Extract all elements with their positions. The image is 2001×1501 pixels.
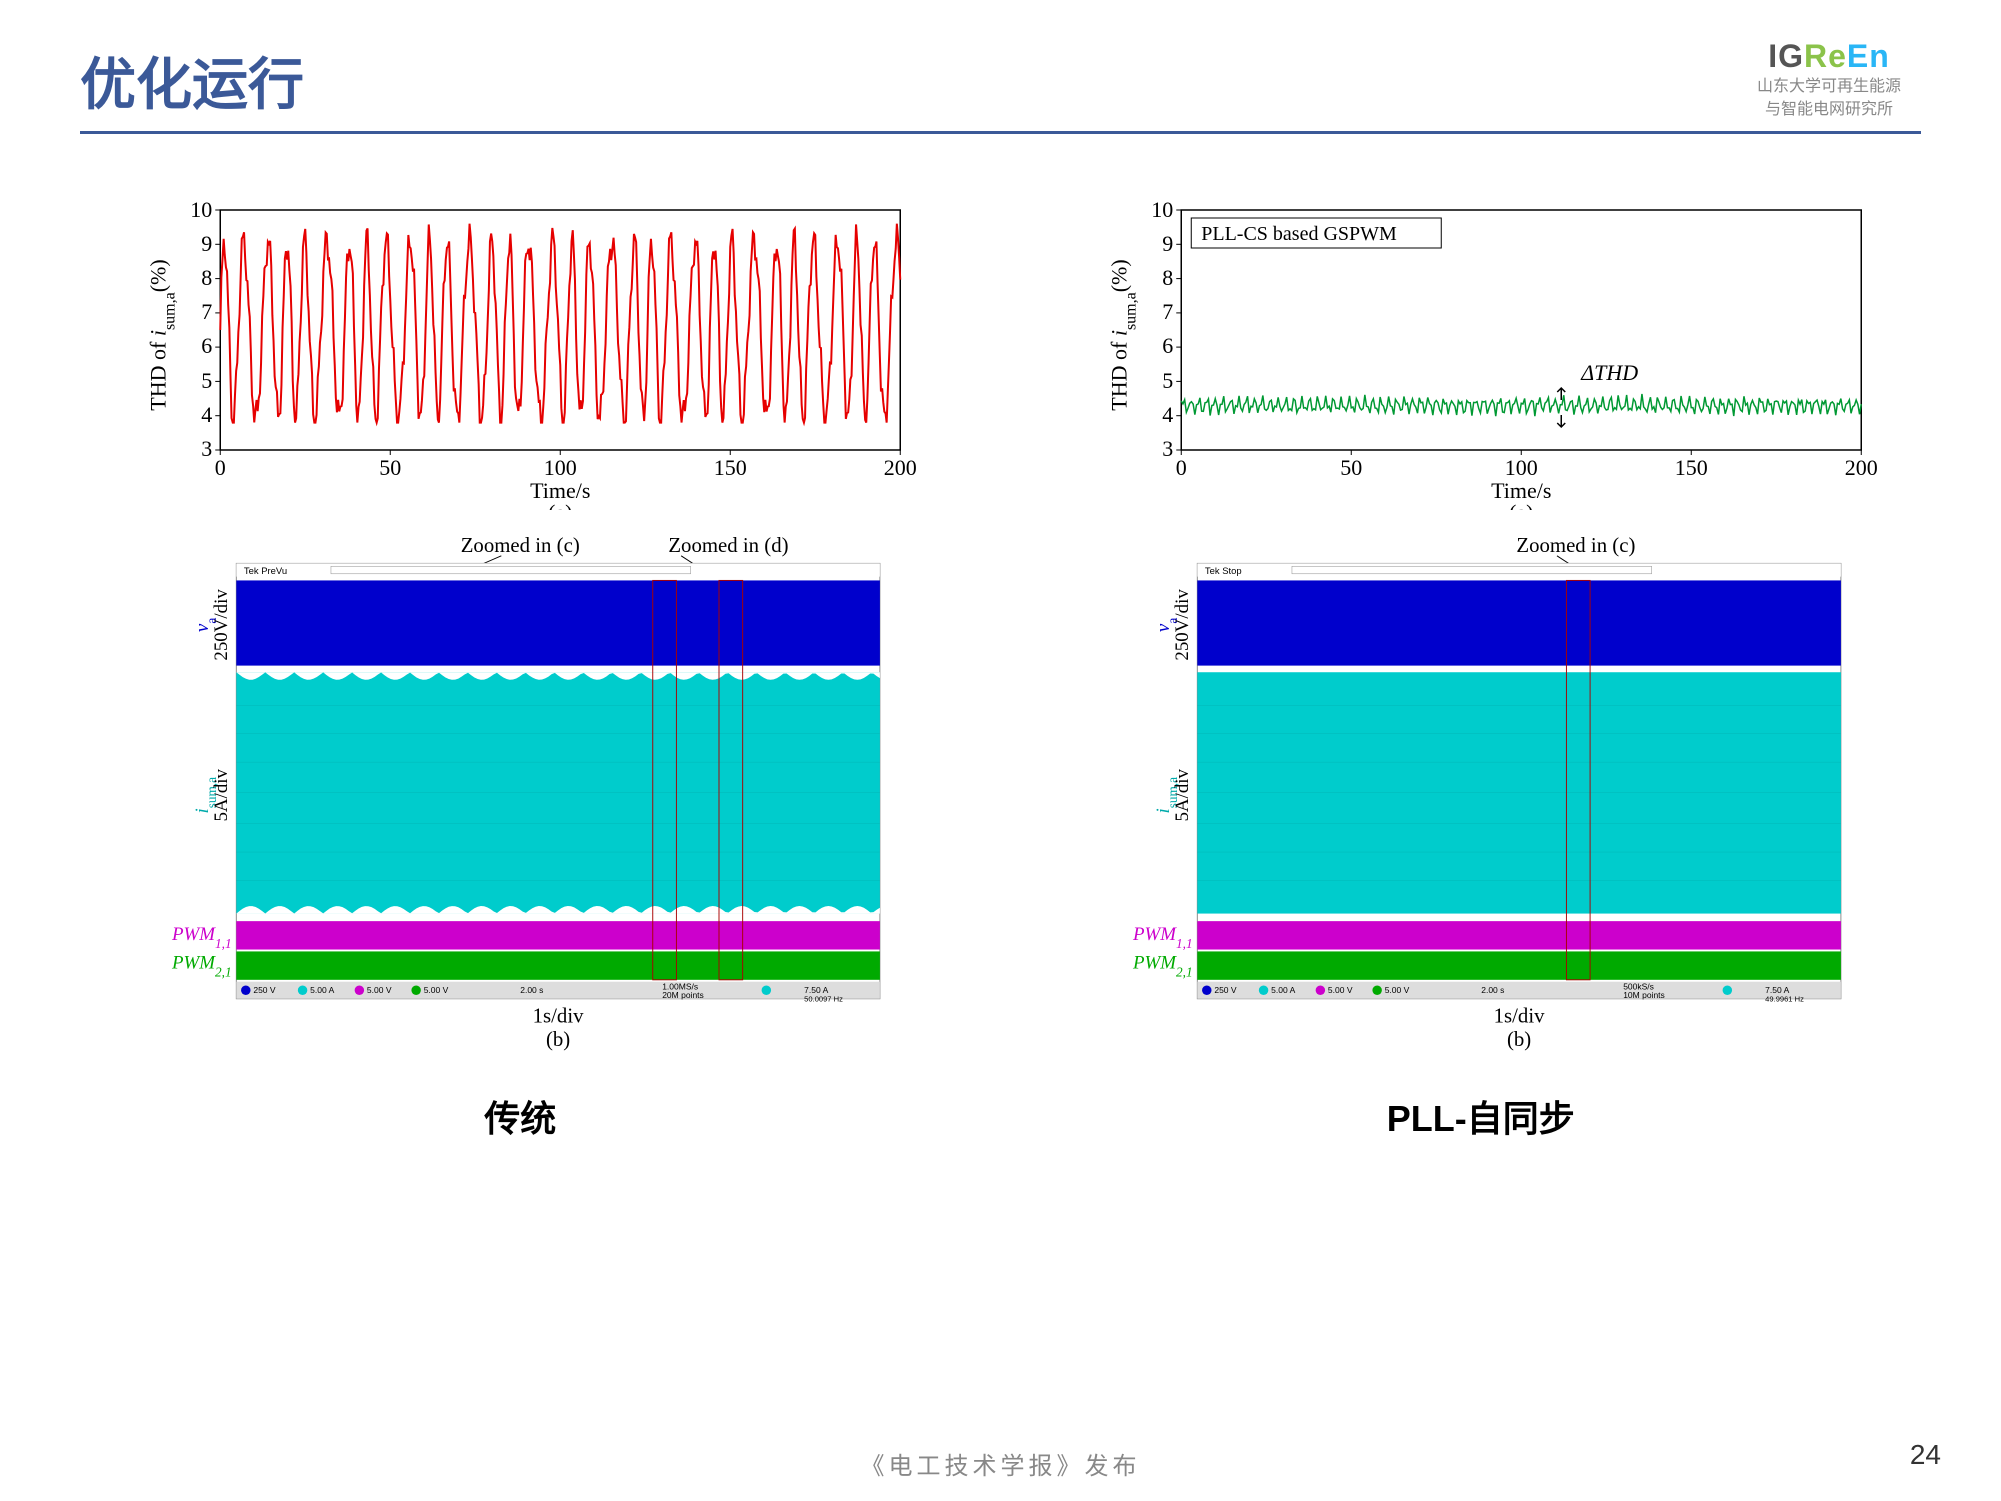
svg-text:10: 10 (190, 200, 212, 222)
footer-text: 《电工技术学报》发布 (0, 1446, 2001, 1481)
right-caption: PLL-自同步 (1387, 1090, 1575, 1142)
svg-text:PWM2,1: PWM2,1 (1131, 952, 1192, 979)
svg-text:THD of isum,a(%): THD of isum,a(%) (145, 259, 178, 410)
svg-text:9: 9 (1162, 231, 1173, 256)
left-thd-chart: 3 4 5 6 7 8 9 10 0 50 100 150 200 (100, 200, 941, 515)
left-caption: 传统 (484, 1090, 556, 1142)
svg-text:7: 7 (201, 299, 212, 324)
svg-text:5.00 A: 5.00 A (1271, 985, 1295, 995)
svg-text:100: 100 (1504, 455, 1537, 480)
svg-text:5.00 V: 5.00 V (1327, 985, 1352, 995)
svg-text:PWM2,1: PWM2,1 (171, 952, 232, 979)
slide-header: 优化运行 (80, 40, 1921, 134)
svg-text:2.00 s: 2.00 s (1481, 985, 1504, 995)
svg-text:5A/div: 5A/div (211, 768, 232, 821)
svg-text:5.00 V: 5.00 V (424, 985, 449, 995)
svg-text:9: 9 (201, 231, 212, 256)
left-chart-svg: 3 4 5 6 7 8 9 10 0 50 100 150 200 (100, 200, 941, 510)
svg-text:10: 10 (1151, 200, 1173, 222)
svg-text:Zoomed in (d): Zoomed in (d) (668, 535, 788, 557)
svg-text:2.00 s: 2.00 s (520, 985, 543, 995)
svg-text:200: 200 (884, 455, 917, 480)
svg-text:50: 50 (379, 455, 401, 480)
svg-text:(b): (b) (546, 1027, 570, 1051)
svg-text:8: 8 (1162, 265, 1173, 290)
svg-text:150: 150 (1674, 455, 1707, 480)
svg-text:PWM1,1: PWM1,1 (171, 924, 232, 951)
right-thd-chart: 3 4 5 6 7 8 9 10 0 50 100 150 200 (1061, 200, 1902, 515)
left-scope-svg: Zoomed in (c) Zoomed in (d) Tek PreVu (100, 535, 941, 1065)
svg-text:49.9961 Hz: 49.9961 Hz (1765, 995, 1804, 1004)
logo-subtitle-1: 山东大学可再生能源 (1757, 77, 1901, 98)
svg-text:250V/div: 250V/div (1171, 589, 1192, 661)
right-scope-svg: Zoomed in (c) Tek Stop (1061, 535, 1902, 1065)
svg-text:5A/div: 5A/div (1171, 768, 1192, 821)
svg-text:(a): (a) (548, 500, 572, 510)
svg-text:100: 100 (544, 455, 577, 480)
svg-text:50.0097 Hz: 50.0097 Hz (804, 995, 843, 1004)
svg-text:8: 8 (201, 265, 212, 290)
right-column: 3 4 5 6 7 8 9 10 0 50 100 150 200 (1061, 200, 1902, 1142)
svg-text:6: 6 (201, 333, 212, 358)
svg-text:7.50 A: 7.50 A (804, 985, 828, 995)
svg-text:7: 7 (1162, 299, 1173, 324)
svg-text:Tek PreVu: Tek PreVu (244, 566, 287, 577)
svg-text:10M points: 10M points (1623, 990, 1665, 1000)
svg-text:5.00 A: 5.00 A (310, 985, 334, 995)
svg-text:5.00 V: 5.00 V (1384, 985, 1409, 995)
svg-text:3: 3 (201, 436, 212, 461)
left-scope: Zoomed in (c) Zoomed in (d) Tek PreVu (100, 535, 941, 1070)
svg-text:(a): (a) (1509, 500, 1533, 510)
svg-text:250 V: 250 V (1214, 985, 1237, 995)
svg-text:4: 4 (201, 402, 212, 427)
svg-text:0: 0 (215, 455, 226, 480)
svg-text:6: 6 (1162, 333, 1173, 358)
svg-text:1s/div: 1s/div (1493, 1003, 1544, 1027)
svg-text:250V/div: 250V/div (211, 589, 232, 661)
content-area: 3 4 5 6 7 8 9 10 0 50 100 150 200 (100, 200, 1901, 1142)
svg-text:5.00 V: 5.00 V (367, 985, 392, 995)
svg-text:PWM1,1: PWM1,1 (1131, 924, 1192, 951)
svg-text:3: 3 (1162, 436, 1173, 461)
svg-text:(b): (b) (1506, 1027, 1530, 1051)
svg-text:20M points: 20M points (662, 990, 704, 1000)
svg-text:4: 4 (1162, 402, 1173, 427)
title-underline (80, 131, 1921, 134)
svg-text:ΔTHD: ΔTHD (1580, 360, 1638, 385)
svg-text:50: 50 (1340, 455, 1362, 480)
svg-text:5: 5 (1162, 368, 1173, 393)
svg-text:Zoomed in (c): Zoomed in (c) (1516, 535, 1635, 557)
svg-text:150: 150 (714, 455, 747, 480)
logo-subtitle-2: 与智能电网研究所 (1757, 100, 1901, 121)
svg-text:5: 5 (201, 368, 212, 393)
svg-text:THD of isum,a(%): THD of isum,a(%) (1106, 259, 1139, 410)
page-number: 24 (1910, 1439, 1941, 1471)
svg-text:Zoomed in (c): Zoomed in (c) (461, 535, 580, 557)
logo-text: IGReEn (1757, 38, 1901, 75)
left-column: 3 4 5 6 7 8 9 10 0 50 100 150 200 (100, 200, 941, 1142)
svg-text:250 V: 250 V (253, 985, 276, 995)
svg-text:7.50 A: 7.50 A (1765, 985, 1789, 995)
right-scope: Zoomed in (c) Tek Stop (1061, 535, 1902, 1070)
svg-text:PLL-CS based GSPWM: PLL-CS based GSPWM (1201, 223, 1397, 245)
svg-text:1s/div: 1s/div (533, 1003, 584, 1027)
svg-text:Tek Stop: Tek Stop (1204, 566, 1241, 577)
right-chart-svg: 3 4 5 6 7 8 9 10 0 50 100 150 200 (1061, 200, 1902, 510)
svg-text:200: 200 (1844, 455, 1877, 480)
slide-title: 优化运行 (80, 40, 1921, 121)
institute-logo: IGReEn 山东大学可再生能源 与智能电网研究所 (1757, 38, 1901, 121)
svg-text:0: 0 (1175, 455, 1186, 480)
